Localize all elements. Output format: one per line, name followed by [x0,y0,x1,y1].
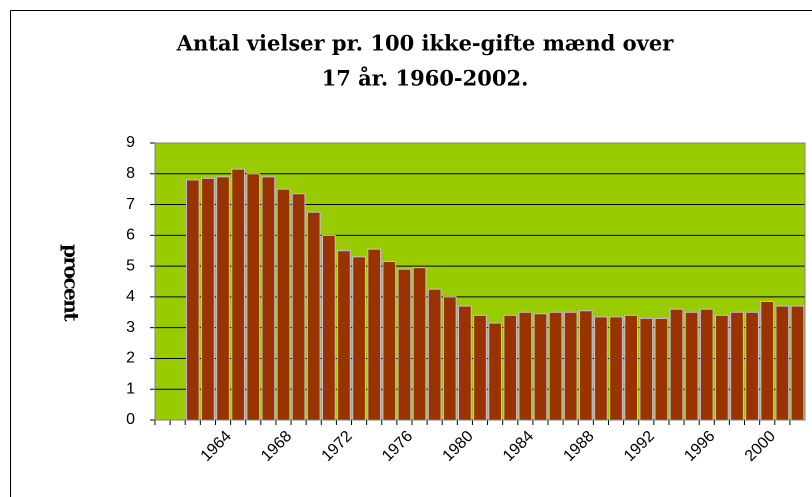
bar [201,177,215,421]
x-tick-label: 1976 [379,428,416,465]
x-tick-label: 1992 [621,428,658,465]
x-tick-label: 1980 [440,428,477,465]
y-tick-label: 6 [126,227,135,244]
y-tick-label: 9 [126,134,135,151]
x-tick-label: 1968 [258,428,295,465]
bar [578,310,593,421]
bar [684,311,699,421]
bar [730,311,744,421]
bar [185,179,200,421]
x-tick-label: 2000 [742,428,779,465]
chart-title: 17 år. 1960-2002. [322,66,529,91]
bar [518,311,533,421]
y-tick-label: 3 [126,319,135,336]
bar [669,308,684,421]
y-tick-label: 0 [126,411,135,428]
bar [337,250,351,421]
bar [715,314,729,421]
y-tick-label: 4 [126,288,135,305]
bar [231,168,245,421]
bar [216,176,230,421]
bar [246,173,261,421]
bar [594,316,608,421]
y-tick-label: 8 [126,165,135,182]
y-tick-label: 5 [126,257,135,274]
y-tick-label: 1 [126,380,135,397]
x-tick-label: 1972 [319,428,356,465]
x-tick-label: 1988 [560,428,597,465]
bar [699,308,714,421]
bar [790,305,805,421]
bar [458,305,472,421]
y-axis-label: procent [60,244,84,322]
bar [442,296,457,421]
bar [291,193,306,421]
bar [473,314,487,421]
x-tick-label: 1996 [681,428,718,465]
bar [427,288,442,421]
y-tick-label: 2 [126,350,135,367]
bar [760,301,775,421]
y-tick-label: 7 [126,196,135,213]
x-tick-label: 1964 [198,428,235,465]
x-tick-label: 1984 [500,428,537,465]
bar [609,316,623,421]
bar [367,248,382,421]
bar [382,260,397,421]
bar [397,268,412,421]
bar [503,314,518,421]
bar [321,234,336,421]
bar [533,313,548,421]
bar [639,317,654,421]
bar [488,322,502,421]
bar [548,311,563,421]
bar [261,176,276,421]
bar [412,267,427,421]
bar [276,188,291,421]
bar [306,211,321,421]
bar [624,314,639,421]
plot-border [154,142,806,421]
bar [352,256,366,421]
bar [563,311,578,421]
bar [654,317,669,421]
bar [745,311,759,421]
chart-title: Antal vielser pr. 100 ikke-gifte mænd ov… [176,31,675,56]
bar [775,305,790,421]
